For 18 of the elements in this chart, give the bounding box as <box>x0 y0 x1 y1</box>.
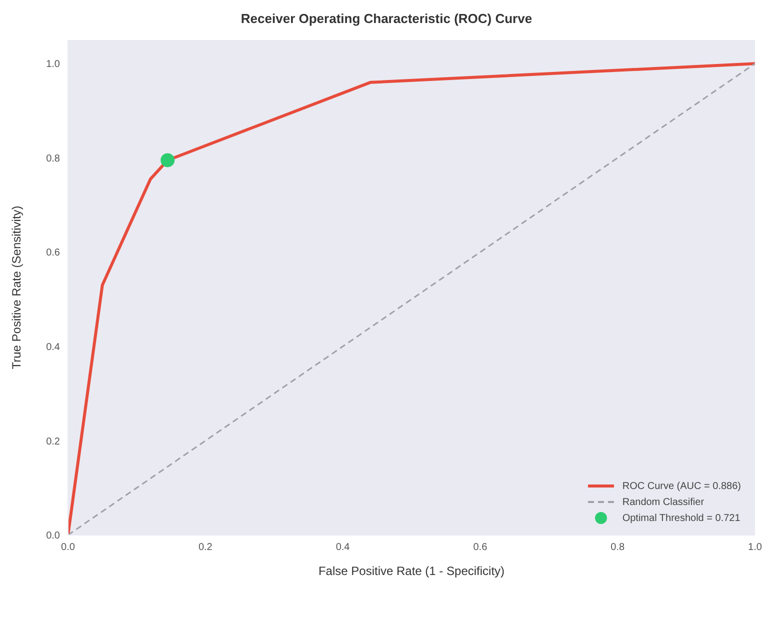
x-tick-label: 0.8 <box>610 542 625 554</box>
y-tick-label: 1.0 <box>46 59 60 70</box>
x-tick-label: 0.2 <box>198 542 213 554</box>
x-tick-label: 1.0 <box>748 542 762 554</box>
x-tick-label: 0.0 <box>61 542 76 554</box>
y-axis-title: True Positive Rate (Sensitivity) <box>9 206 24 370</box>
x-axis-title: False Positive Rate (1 - Specificity) <box>318 564 505 578</box>
legend-label: ROC Curve (AUC = 0.886) <box>622 480 741 492</box>
y-tick-label: 0.4 <box>46 342 60 353</box>
legend-label: Optimal Threshold = 0.721 <box>622 512 740 524</box>
x-tick-label: 0.4 <box>336 542 350 554</box>
y-tick-label: 0.0 <box>46 530 60 542</box>
y-tick-label: 0.2 <box>46 436 60 448</box>
legend-label: Random Classifier <box>622 496 704 508</box>
x-tick-label: 0.6 <box>473 542 488 554</box>
chart-title: Receiver Operating Characteristic (ROC) Curve <box>240 10 534 28</box>
y-tick-label: 0.8 <box>46 153 60 164</box>
y-tick-label: 0.6 <box>46 248 60 259</box>
